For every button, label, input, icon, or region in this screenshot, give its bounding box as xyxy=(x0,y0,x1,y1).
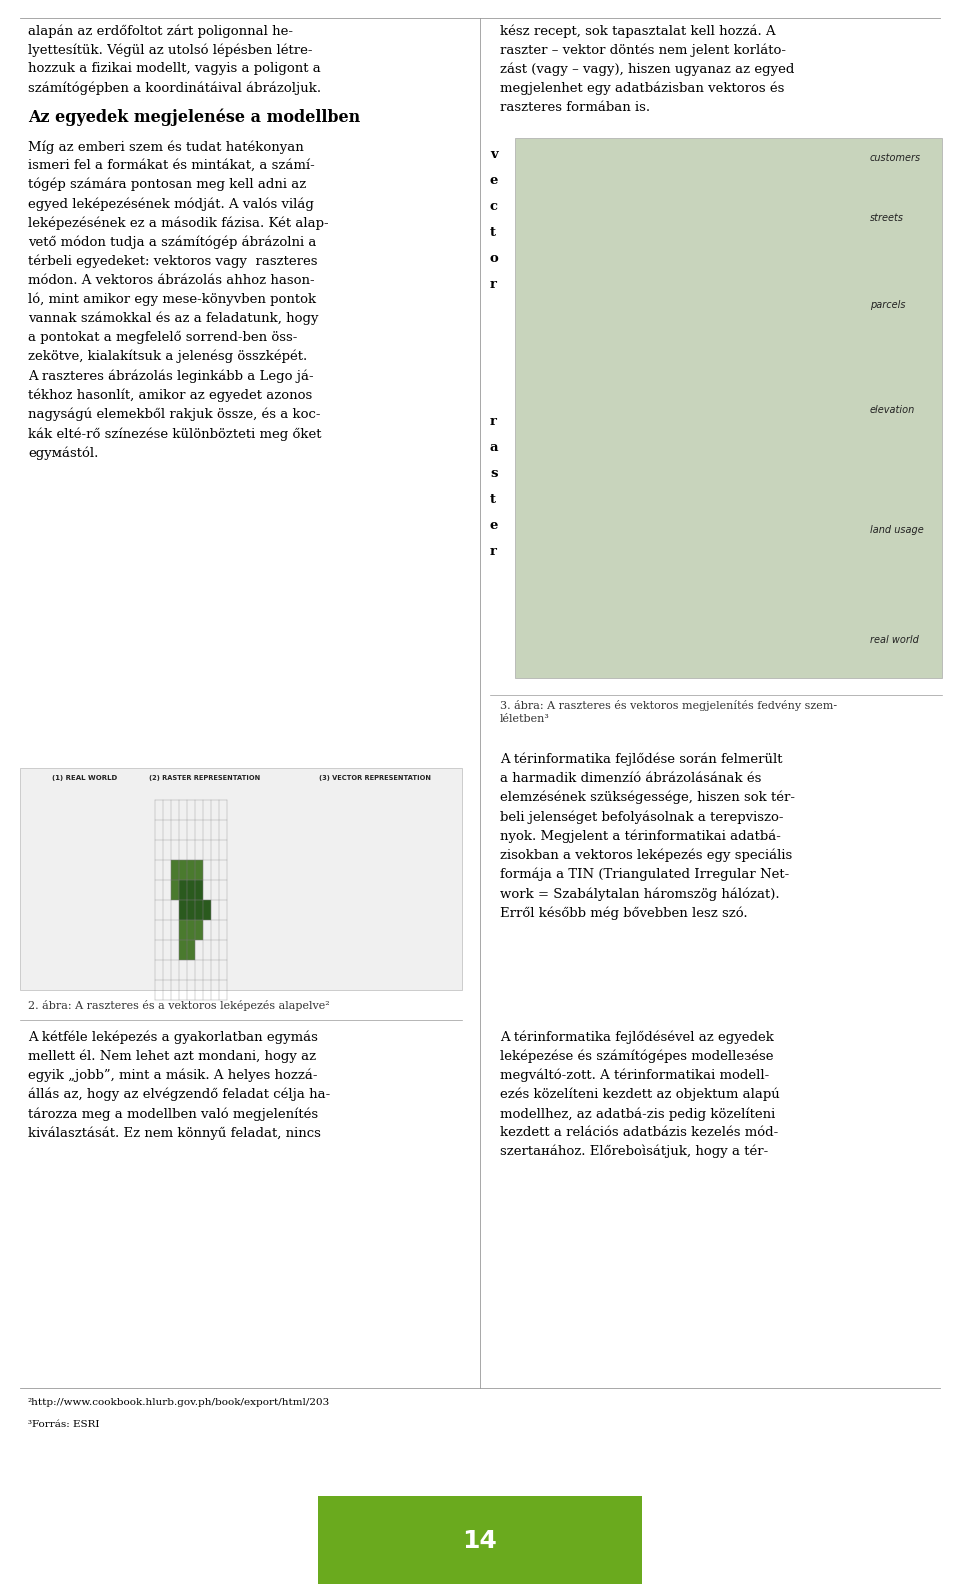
Text: parcels: parcels xyxy=(870,299,905,310)
Bar xyxy=(187,920,195,939)
Text: 2. ábra: A raszteres és a vektoros leképezés alapelve²: 2. ábra: A raszteres és a vektoros lekép… xyxy=(28,1000,329,1011)
Text: streets: streets xyxy=(870,212,904,223)
Text: v
e
c
t
o
r: v e c t o r xyxy=(490,147,499,291)
Text: (1) REAL WORLD: (1) REAL WORLD xyxy=(53,775,118,781)
Bar xyxy=(179,860,187,881)
Text: Az egyedek megjelenése a modellben: Az egyedek megjelenése a modellben xyxy=(28,108,360,125)
Bar xyxy=(195,881,203,900)
Text: ²http://www.cookbook.hlurb.gov.ph/book/export/html/203: ²http://www.cookbook.hlurb.gov.ph/book/e… xyxy=(28,1399,330,1407)
Text: kész recept, sok tapasztalat kell hozzá. A
raszter – vektor döntés nem jelent ko: kész recept, sok tapasztalat kell hozzá.… xyxy=(500,24,794,114)
Text: 3. ábra: A raszteres és vektoros megjelenítés fedvény szem-
léletben³: 3. ábra: A raszteres és vektoros megjele… xyxy=(500,700,837,724)
Bar xyxy=(179,881,187,900)
Bar xyxy=(20,768,462,990)
Bar xyxy=(203,900,211,920)
Text: customers: customers xyxy=(870,154,922,163)
Bar xyxy=(195,920,203,939)
Bar xyxy=(187,860,195,881)
Text: 14: 14 xyxy=(463,1529,497,1552)
Text: A kétféle leképezés a gyakorlatban egymás
mellett él. Nem lehet azt mondani, hog: A kétféle leképezés a gyakorlatban egymá… xyxy=(28,1030,330,1140)
Bar xyxy=(179,900,187,920)
Bar xyxy=(179,920,187,939)
Text: Míg az emberi szem és tudat hatékonyan
ismeri fel a formákat és mintákat, a szám: Míg az emberi szem és tudat hatékonyan i… xyxy=(28,139,328,459)
Bar xyxy=(318,1495,642,1584)
Bar xyxy=(195,900,203,920)
Text: alapán az erdőfoltot zárt poligonnal he-
lyettesítük. Végül az utolsó lépésben l: alapán az erdőfoltot zárt poligonnal he-… xyxy=(28,24,322,95)
Text: land usage: land usage xyxy=(870,524,924,535)
Text: real world: real world xyxy=(870,635,919,645)
Bar xyxy=(195,860,203,881)
Bar xyxy=(171,881,179,900)
Text: ³Forrás: ESRI: ³Forrás: ESRI xyxy=(28,1419,100,1429)
Bar xyxy=(187,881,195,900)
Text: A térinformatika fejlődése során felmerült
a harmadik dimenzíó ábrázolásának és
: A térinformatika fejlődése során felmerü… xyxy=(500,752,795,920)
Text: (2) RASTER REPRESENTATION: (2) RASTER REPRESENTATION xyxy=(150,775,260,781)
Bar xyxy=(187,939,195,960)
Bar xyxy=(187,900,195,920)
Bar xyxy=(171,860,179,881)
Text: A térinformatika fejlődésével az egyedek
leképezése és számítógépes modellезése
: A térinformatika fejlődésével az egyedek… xyxy=(500,1030,780,1158)
Bar xyxy=(179,939,187,960)
Text: r
a
s
t
e
r: r a s t e r xyxy=(490,415,498,558)
Text: (3) VECTOR REPRESENTATION: (3) VECTOR REPRESENTATION xyxy=(319,775,431,781)
Text: elevation: elevation xyxy=(870,406,915,415)
Bar xyxy=(515,138,942,678)
